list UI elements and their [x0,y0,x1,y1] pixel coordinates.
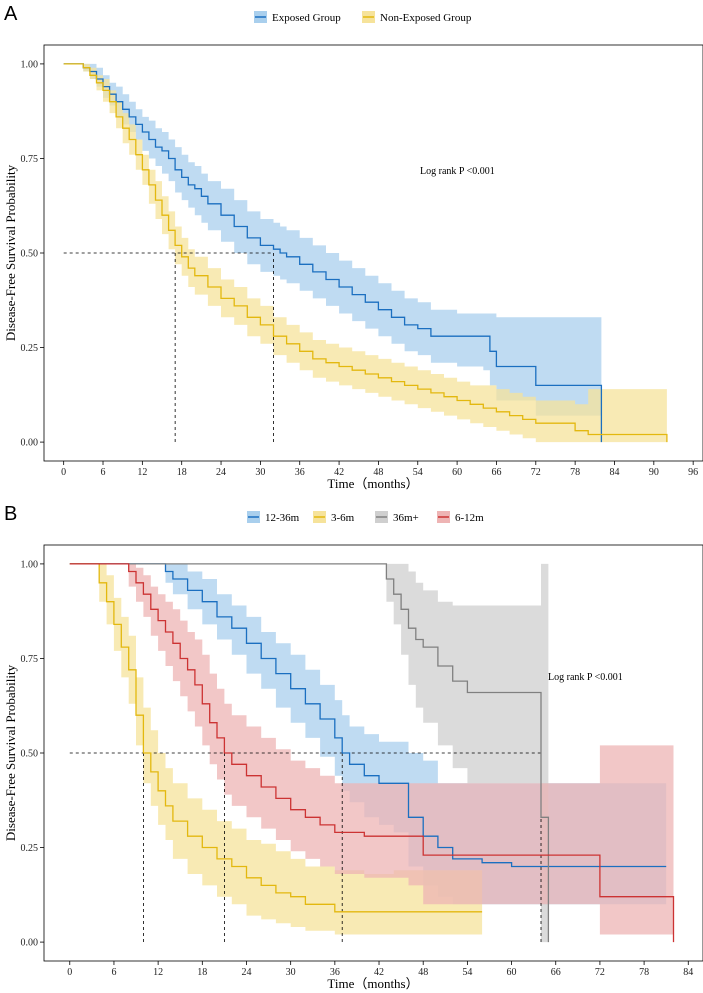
plot-area-a: 0 6 12 18 24 30 36 42 48 54 60 66 72 78 84 90 96 0.00 0.25… [21,59,699,478]
x-tick-label: 6 [101,467,106,478]
annotation-panel-a: Log rank P <0.001 [420,166,495,177]
x-tick-label: 42 [374,967,384,978]
x-tick-label: 24 [241,967,251,978]
ci-band-exposed-group [63,63,602,443]
annotation-panel-b: Log rank P <0.001 [548,672,623,683]
x-tick-label: 36 [295,467,305,478]
x-tick-label: 0 [67,967,72,978]
km-curve-36m- [69,563,550,943]
x-tick-label: 36 [330,967,340,978]
x-tick-label: 72 [531,467,541,478]
legend-label: 3-6m [331,512,355,524]
y-tick-label: 0.75 [21,154,39,165]
legend-label: Non-Exposed Group [380,12,472,24]
x-tick-label: 66 [491,467,501,478]
km-curve-12-36m [69,563,667,868]
x-axis-title-a: Time（months） [327,476,418,491]
panel-letter-b: B [4,503,17,525]
legend-label: Exposed Group [272,12,341,24]
y-axis-title-a: Disease-Free Survival Probability [3,164,18,341]
x-tick-label: 6 [111,967,116,978]
km-curve-non-exposed-group [63,63,668,443]
km-curve-exposed-group [63,63,603,443]
y-tick-label: 1.00 [21,559,39,570]
x-tick-label: 60 [507,967,517,978]
x-tick-label: 48 [418,967,428,978]
y-tick-label: 0.00 [21,938,39,949]
x-tick-label: 30 [255,467,265,478]
legend-label: 6-12m [455,512,484,524]
legend-label: 36m+ [393,512,419,524]
x-tick-label: 84 [609,467,619,478]
y-tick-label: 0.25 [21,843,39,854]
legend-panel-a: Exposed Group Non-Exposed Group [254,11,472,24]
x-tick-label: 78 [570,467,580,478]
legend-item: Non-Exposed Group [362,11,472,24]
x-tick-label: 12 [137,467,147,478]
y-tick-label: 0.75 [21,654,39,665]
y-tick-label: 0.50 [21,749,39,760]
x-tick-label: 12 [153,967,163,978]
x-axis-title-b: Time（months） [327,976,418,991]
x-tick-label: 72 [595,967,605,978]
x-tick-label: 18 [177,467,187,478]
x-tick-label: 84 [683,967,693,978]
km-curve-3-6m [69,563,483,913]
ci-band-36m- [69,563,549,943]
x-tick-label: 96 [688,467,698,478]
y-tick-label: 0.25 [21,343,39,354]
x-tick-label: 90 [649,467,659,478]
x-tick-label: 54 [413,467,423,478]
legend-label: 12-36m [265,512,300,524]
x-tick-label: 54 [462,967,472,978]
x-tick-label: 48 [373,467,383,478]
x-tick-label: 42 [334,467,344,478]
y-axis-title-b: Disease-Free Survival Probability [3,664,18,841]
x-tick-label: 30 [286,967,296,978]
y-tick-label: 0.50 [21,249,39,260]
x-tick-label: 60 [452,467,462,478]
legend-item: 6-12m [437,511,484,524]
ci-band-6-12m [69,563,674,943]
panel-letter-a: A [4,3,18,25]
legend-item: 3-6m [313,511,355,524]
x-tick-label: 18 [197,967,207,978]
legend-item: 12-36m [247,511,300,524]
legend-item: 36m+ [375,511,419,524]
plot-area-b: 0 6 12 18 24 30 36 42 48 54 60 66 72 78 84 0.00 0.25 0.50… [21,559,694,978]
y-tick-label: 1.00 [21,59,39,70]
legend-item: Exposed Group [254,11,341,24]
y-tick-label: 0.00 [21,438,39,449]
x-tick-label: 0 [61,467,66,478]
x-tick-label: 24 [216,467,226,478]
km-curve-6-12m [69,563,675,943]
x-tick-label: 66 [551,967,561,978]
x-tick-label: 78 [639,967,649,978]
legend-panel-b: 12-36m 3-6m 36m+ 6-12m [247,511,484,524]
